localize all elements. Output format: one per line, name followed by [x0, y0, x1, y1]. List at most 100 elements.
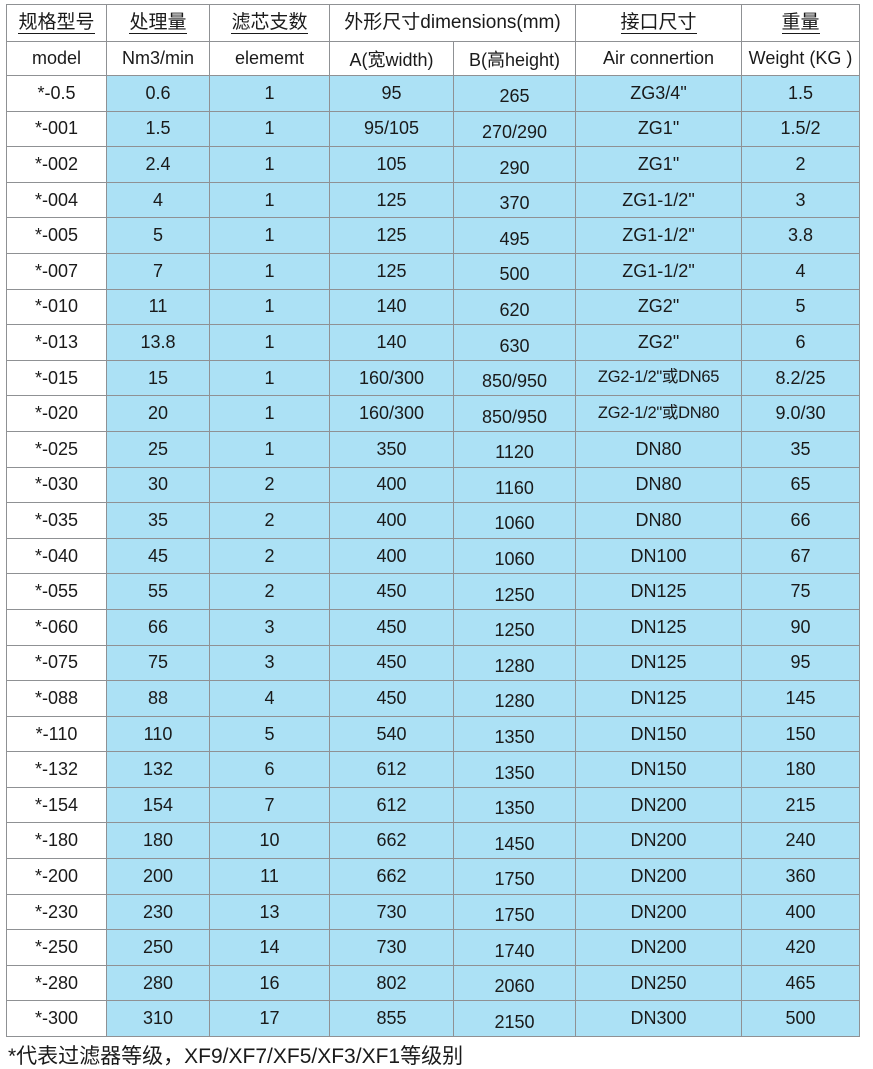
- cell-width: 450: [329, 644, 454, 682]
- cell-width: 160/300: [329, 359, 454, 397]
- table-body: *-0.5 0.6 1 95 265 ZG3/4" 1.5 *-001 1.5 1 95/105 27…: [6, 75, 861, 1038]
- header-row-group: 规格型号 处理量 滤芯支数 外形尺寸dimensions(mm) 接口尺寸 重量: [6, 4, 861, 42]
- cell-air: DN100: [575, 537, 743, 575]
- table-row: *-180 180 10 662 1450 DN200 240: [6, 822, 861, 860]
- cell-width: 450: [329, 680, 454, 717]
- cell-weight: 500: [741, 1000, 861, 1038]
- cell-width: 730: [329, 929, 454, 966]
- table-row: *-154 154 7 612 1350 DN200 215: [6, 786, 861, 824]
- cell-height: 1350: [452, 751, 577, 788]
- cell-flow: 20: [106, 395, 210, 432]
- table-row: *-300 310 17 855 2150 DN300 500: [6, 1000, 861, 1038]
- header-flow-group: 处理量: [106, 4, 210, 42]
- cell-model: *-180: [6, 822, 107, 860]
- cell-air: ZG2": [575, 324, 743, 361]
- cell-model: *-020: [6, 395, 107, 432]
- header-air-group: 接口尺寸: [575, 4, 743, 42]
- table-row: *-013 13.8 1 140 630 ZG2" 6: [6, 324, 861, 361]
- cell-width: 95/105: [329, 110, 454, 148]
- cell-height: 630: [452, 324, 577, 361]
- cell-element: 4: [209, 680, 330, 717]
- cell-flow: 4: [106, 181, 210, 219]
- cell-flow: 35: [106, 502, 210, 539]
- table-row: *-025 25 1 350 1120 DN80 35: [6, 430, 861, 468]
- cell-flow: 15: [106, 359, 210, 397]
- header-row-units: model Nm3/min elememt A(宽width) B(高height) Ai…: [6, 41, 861, 76]
- cell-width: 450: [329, 608, 454, 646]
- header-dimensions-group: 外形尺寸dimensions(mm): [328, 4, 577, 42]
- filter-specification-table: 规格型号 处理量 滤芯支数 外形尺寸dimensions(mm) 接口尺寸 重量 mode…: [6, 4, 861, 1038]
- cell-element: 2: [209, 573, 330, 610]
- cell-model: *-055: [6, 573, 107, 610]
- cell-height: 620: [452, 288, 577, 326]
- header-element-group-label: 滤芯支数: [231, 11, 308, 35]
- header-air-unit: Air connertion: [575, 41, 743, 76]
- cell-width: 350: [329, 430, 454, 468]
- cell-height: 1280: [452, 680, 577, 717]
- cell-element: 1: [209, 110, 330, 148]
- header-element-unit: elememt: [209, 41, 330, 76]
- cell-model: *-001: [6, 110, 107, 148]
- cell-element: 1: [209, 359, 330, 397]
- cell-width: 400: [329, 502, 454, 539]
- cell-weight: 67: [741, 537, 861, 575]
- table-row: *-055 55 2 450 1250 DN125 75: [6, 573, 861, 610]
- cell-weight: 65: [741, 466, 861, 504]
- cell-height: 1160: [452, 466, 577, 504]
- cell-height: 1250: [452, 608, 577, 646]
- cell-flow: 55: [106, 573, 210, 610]
- cell-width: 140: [329, 324, 454, 361]
- table-row: *-110 110 5 540 1350 DN150 150: [6, 715, 861, 753]
- cell-flow: 0.6: [106, 75, 210, 112]
- cell-height: 1350: [452, 715, 577, 753]
- cell-flow: 180: [106, 822, 210, 860]
- table-row: *-020 20 1 160/300 850/950 ZG2-1/2"或DN80 9.0/3…: [6, 395, 861, 432]
- cell-air: DN200: [575, 858, 743, 895]
- cell-flow: 7: [106, 252, 210, 290]
- cell-flow: 200: [106, 858, 210, 895]
- header-air-group-label: 接口尺寸: [620, 11, 697, 35]
- cell-air: DN300: [575, 1000, 743, 1038]
- cell-flow: 280: [106, 964, 210, 1002]
- header-weight-unit: Weight (KG ): [741, 41, 861, 76]
- cell-width: 540: [329, 715, 454, 753]
- header-flow-unit: Nm3/min: [106, 41, 210, 76]
- cell-height: 1350: [452, 786, 577, 824]
- cell-width: 612: [329, 751, 454, 788]
- cell-air: ZG1-1/2": [575, 217, 743, 254]
- cell-model: *-250: [6, 929, 107, 966]
- cell-flow: 2.4: [106, 146, 210, 183]
- cell-height: 1740: [452, 929, 577, 966]
- cell-height: 1060: [452, 537, 577, 575]
- cell-model: *-154: [6, 786, 107, 824]
- cell-air: DN80: [575, 502, 743, 539]
- cell-model: *-035: [6, 502, 107, 539]
- cell-air: DN125: [575, 680, 743, 717]
- cell-width: 400: [329, 537, 454, 575]
- header-model-group: 规格型号: [6, 4, 107, 42]
- cell-height: 1450: [452, 822, 577, 860]
- cell-air: DN80: [575, 430, 743, 468]
- cell-weight: 150: [741, 715, 861, 753]
- header-width-unit: A(宽width): [329, 41, 454, 76]
- cell-air: DN125: [575, 644, 743, 682]
- cell-element: 1: [209, 146, 330, 183]
- cell-air: ZG1": [575, 146, 743, 183]
- cell-weight: 90: [741, 608, 861, 646]
- cell-width: 662: [329, 822, 454, 860]
- cell-flow: 30: [106, 466, 210, 504]
- cell-element: 2: [209, 502, 330, 539]
- cell-model: *-002: [6, 146, 107, 183]
- cell-weight: 180: [741, 751, 861, 788]
- cell-air: ZG2-1/2"或DN80: [575, 395, 743, 432]
- cell-model: *-132: [6, 751, 107, 788]
- cell-height: 2060: [452, 964, 577, 1002]
- table-row: *-0.5 0.6 1 95 265 ZG3/4" 1.5: [6, 75, 861, 112]
- cell-flow: 230: [106, 893, 210, 931]
- cell-weight: 9.0/30: [741, 395, 861, 432]
- cell-weight: 8.2/25: [741, 359, 861, 397]
- cell-weight: 420: [741, 929, 861, 966]
- cell-flow: 1.5: [106, 110, 210, 148]
- cell-model: *-230: [6, 893, 107, 931]
- cell-weight: 35: [741, 430, 861, 468]
